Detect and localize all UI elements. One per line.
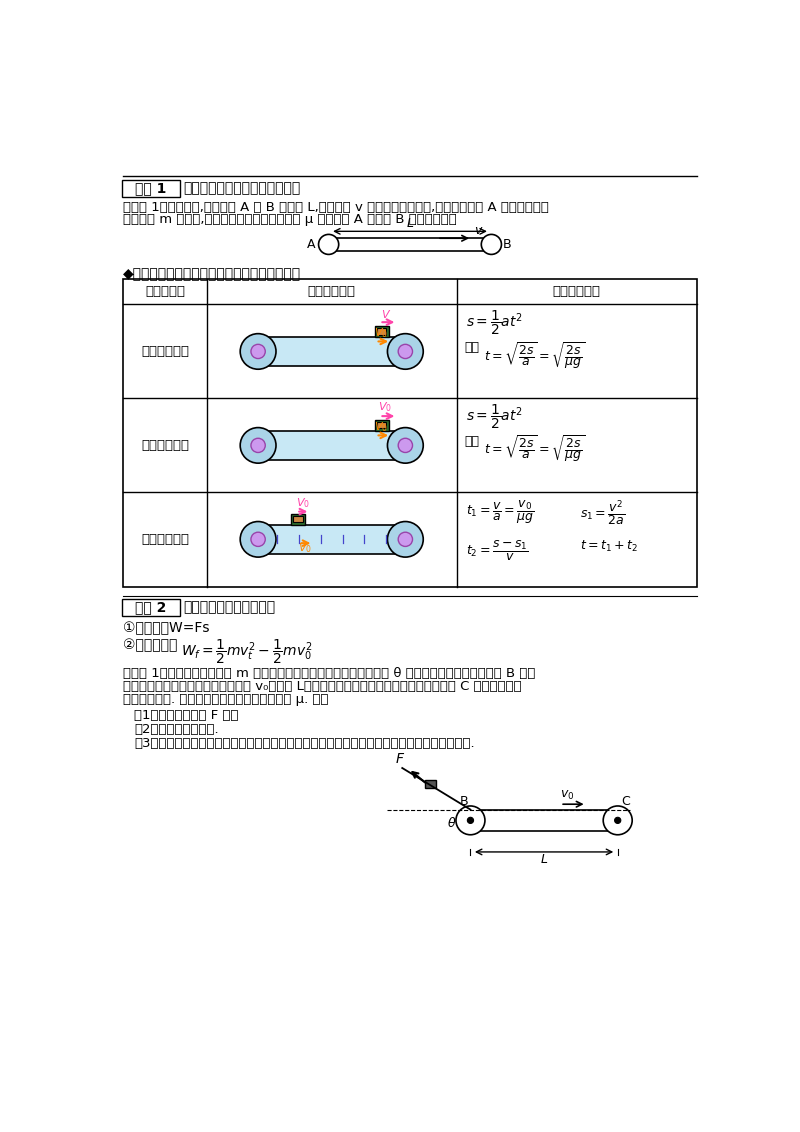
Bar	[425, 780, 435, 788]
Ellipse shape	[482, 234, 502, 255]
Text: $V_0$: $V_0$	[374, 326, 388, 340]
Bar	[123, 280, 697, 588]
Bar	[258, 431, 406, 460]
Text: A: A	[307, 238, 315, 251]
Text: 送带速度相同. 滑块与传送带间的动摩擦因数为 μ. 求：: 送带速度相同. 滑块与传送带间的动摩擦因数为 μ. 求：	[123, 693, 329, 706]
Text: 考点 2: 考点 2	[135, 600, 167, 614]
Text: ◆无初速度的滑块在水平传送带上的运动的时间: ◆无初速度的滑块在水平传送带上的运动的时间	[123, 267, 302, 281]
Text: 传送带刚够长: 传送带刚够长	[141, 439, 189, 452]
Text: B: B	[503, 238, 512, 251]
Text: $V_0$: $V_0$	[374, 420, 388, 434]
Text: （3）若滑块进入传送带速度大于传送带的速度，滑块在传送带上滑行的整个过程中产生的热量.: （3）若滑块进入传送带速度大于传送带的速度，滑块在传送带上滑行的整个过程中产生的…	[134, 737, 474, 751]
Ellipse shape	[387, 522, 423, 557]
Bar	[258, 525, 406, 554]
Ellipse shape	[387, 428, 423, 463]
Bar	[294, 516, 302, 522]
Text: $V_0$: $V_0$	[295, 496, 310, 511]
Bar	[291, 514, 305, 525]
Text: $s = \dfrac{1}{2}at^2$: $s = \dfrac{1}{2}at^2$	[466, 403, 522, 431]
FancyBboxPatch shape	[122, 180, 180, 197]
Text: 传送带足够长: 传送带足够长	[141, 533, 189, 546]
Circle shape	[614, 817, 621, 823]
Text: $s_1 = \dfrac{v^2}{2a}$: $s_1 = \dfrac{v^2}{2a}$	[581, 498, 626, 528]
Text: （1）水平作用力力 F 大小: （1）水平作用力力 F 大小	[134, 710, 238, 722]
Bar	[375, 420, 389, 431]
Text: 传送带不够长: 传送带不够长	[141, 345, 189, 358]
Bar	[377, 422, 386, 428]
Text: 分析摩擦力对滑块做的功: 分析摩擦力对滑块做的功	[184, 600, 276, 614]
Circle shape	[467, 817, 474, 823]
Text: F: F	[396, 753, 404, 766]
Circle shape	[251, 438, 266, 453]
Text: $\theta$: $\theta$	[447, 816, 457, 830]
Text: （2）滑块下滑的高度.: （2）滑块下滑的高度.	[134, 723, 218, 736]
Circle shape	[398, 344, 413, 359]
Text: 【典例 1】如图所示，质量为 m 的滑块，在水平力作用下静止在倾角为 θ 在光滑斜面上，斜面的末端 B 与水: 【典例 1】如图所示，质量为 m 的滑块，在水平力作用下静止在倾角为 θ 在光滑…	[123, 667, 536, 680]
Text: $W_f = \dfrac{1}{2}mv_t^2 - \dfrac{1}{2}mv_0^2$: $W_f = \dfrac{1}{2}mv_t^2 - \dfrac{1}{2}…	[181, 637, 312, 667]
Ellipse shape	[240, 428, 276, 463]
Text: 考点 1: 考点 1	[135, 181, 167, 195]
Text: $t = \sqrt{\dfrac{2s}{a}} = \sqrt{\dfrac{2s}{\mu g}}$: $t = \sqrt{\dfrac{2s}{a}} = \sqrt{\dfrac…	[485, 434, 586, 464]
Bar	[470, 809, 618, 831]
Text: 得：: 得：	[464, 342, 479, 354]
Ellipse shape	[240, 334, 276, 369]
Text: V: V	[381, 310, 389, 320]
Text: $t = \sqrt{\dfrac{2s}{a}} = \sqrt{\dfrac{2s}{\mu g}}$: $t = \sqrt{\dfrac{2s}{a}} = \sqrt{\dfrac…	[485, 340, 586, 370]
Text: $t = t_1 + t_2$: $t = t_1 + t_2$	[581, 539, 638, 554]
Bar	[377, 328, 386, 334]
Circle shape	[251, 344, 266, 359]
Text: B: B	[459, 795, 468, 808]
Text: $v_0$: $v_0$	[560, 789, 574, 801]
Text: C: C	[622, 795, 630, 808]
Text: $t_1 = \dfrac{v}{a} = \dfrac{v_0}{\mu g}$: $t_1 = \dfrac{v}{a} = \dfrac{v_0}{\mu g}…	[466, 498, 534, 525]
Bar	[329, 238, 491, 250]
Text: 平传送带相接，传送带的运行速度为 v₀，长为 L；今将水平力撤去，当滑块滑到传送带右端 C 时，恰好与传: 平传送带相接，传送带的运行速度为 v₀，长为 L；今将水平力撤去，当滑块滑到传送…	[123, 680, 522, 693]
Text: $s = \dfrac{1}{2}at^2$: $s = \dfrac{1}{2}at^2$	[466, 309, 522, 337]
Text: ②动能定理：: ②动能定理：	[123, 637, 178, 652]
Text: $v$: $v$	[474, 224, 483, 237]
Text: 个质量为 m 的物体,它与传送带间的动摩擦因数 μ 求物体从 A 运动到 B 需要的时间。: 个质量为 m 的物体,它与传送带间的动摩擦因数 μ 求物体从 A 运动到 B 需…	[123, 213, 457, 226]
Ellipse shape	[387, 334, 423, 369]
Circle shape	[398, 532, 413, 547]
Ellipse shape	[318, 234, 338, 255]
Text: $V_0$: $V_0$	[378, 400, 392, 414]
Text: $t_2 = \dfrac{s - s_1}{v}$: $t_2 = \dfrac{s - s_1}{v}$	[466, 539, 528, 563]
Text: L: L	[541, 854, 547, 866]
Ellipse shape	[240, 522, 276, 557]
Text: $L$: $L$	[406, 217, 414, 230]
Bar	[375, 326, 389, 337]
Bar	[258, 337, 406, 366]
Ellipse shape	[456, 806, 485, 834]
Text: 滑块运动时间: 滑块运动时间	[553, 285, 601, 298]
Text: 滑块运动情景: 滑块运动情景	[308, 285, 356, 298]
FancyBboxPatch shape	[122, 599, 180, 616]
Text: 分析滑块在传送带上运动的时间: 分析滑块在传送带上运动的时间	[184, 181, 301, 195]
Text: 【模型 1】如图所示,传送带从 A 到 B 长度为 L,传送带以 v 的速率顺时针转动,在传送带上端 A 无初速地放一: 【模型 1】如图所示,传送带从 A 到 B 长度为 L,传送带以 v 的速率顺时…	[123, 200, 549, 214]
Text: 得：: 得：	[464, 436, 479, 448]
Text: 传送带长度: 传送带长度	[145, 285, 185, 298]
Circle shape	[251, 532, 266, 547]
Text: $V_0$: $V_0$	[298, 541, 312, 556]
Ellipse shape	[603, 806, 632, 834]
Circle shape	[398, 438, 413, 453]
Text: ①公式法：W=Fs: ①公式法：W=Fs	[123, 621, 210, 635]
